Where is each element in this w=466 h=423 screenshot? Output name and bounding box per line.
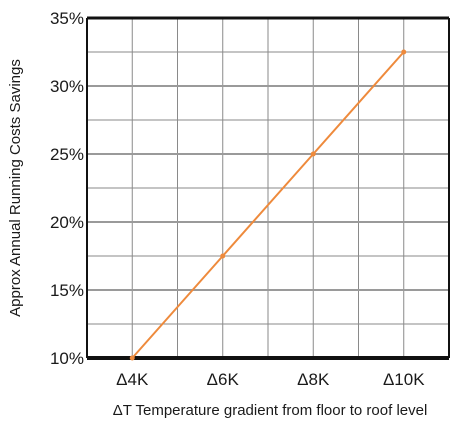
data-point — [220, 253, 226, 259]
y-tick-label: 15% — [50, 281, 84, 300]
grid — [87, 18, 449, 358]
y-tick-label: 30% — [50, 77, 84, 96]
x-axis-ticks: Δ4K Δ6K Δ8K Δ10K — [116, 370, 425, 389]
x-tick-label: Δ6K — [207, 370, 240, 389]
y-axis-title: Approx Annual Running Costs Savings — [7, 59, 24, 317]
data-point — [401, 49, 407, 55]
plot-frame — [86, 16, 450, 360]
y-tick-label: 25% — [50, 145, 84, 164]
data-point — [129, 355, 135, 361]
y-tick-label: 35% — [50, 9, 84, 28]
x-tick-label: Δ10K — [383, 370, 425, 389]
y-tick-label: 10% — [50, 349, 84, 368]
y-axis-ticks: 10% 15% 20% 25% 30% 35% — [50, 9, 84, 368]
y-tick-label: 20% — [50, 213, 84, 232]
data-point — [310, 151, 316, 157]
x-axis-title: ΔT Temperature gradient from floor to ro… — [113, 402, 428, 419]
series-group — [129, 49, 407, 361]
series-line — [131, 51, 405, 359]
x-tick-label: Δ4K — [116, 370, 149, 389]
x-tick-label: Δ8K — [297, 370, 330, 389]
